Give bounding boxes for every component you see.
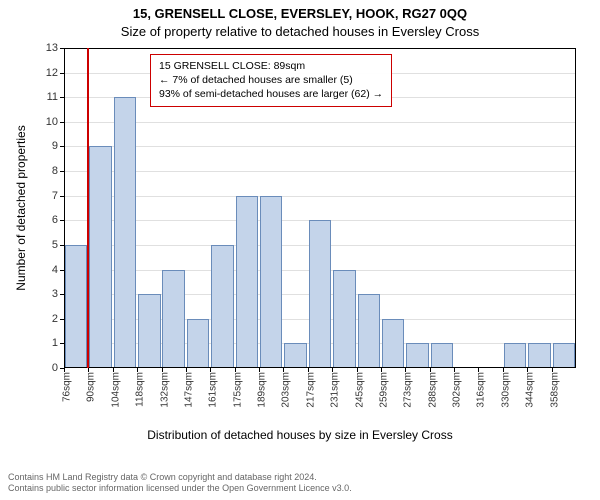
footer-line2: Contains public sector information licen… bbox=[8, 483, 592, 494]
x-tick-label: 90sqm bbox=[86, 372, 97, 402]
histogram-bar bbox=[528, 343, 550, 368]
histogram-bar bbox=[431, 343, 453, 368]
x-tick-label: 203sqm bbox=[281, 372, 292, 408]
x-tick-label: 302sqm bbox=[452, 372, 463, 408]
histogram-bar bbox=[211, 245, 233, 368]
y-axis-label: Number of detached properties bbox=[14, 125, 28, 290]
y-axis-line bbox=[64, 48, 65, 368]
gridline bbox=[64, 196, 576, 197]
x-tick-label: 259sqm bbox=[378, 372, 389, 408]
histogram-bar bbox=[260, 196, 282, 368]
property-size-chart: 15, GRENSELL CLOSE, EVERSLEY, HOOK, RG27… bbox=[0, 0, 600, 500]
chart-title-address: 15, GRENSELL CLOSE, EVERSLEY, HOOK, RG27… bbox=[0, 6, 600, 21]
y-tick-label: 8 bbox=[38, 165, 58, 177]
y-tick-label: 11 bbox=[38, 91, 58, 103]
y-tick-label: 4 bbox=[38, 264, 58, 276]
histogram-bar bbox=[333, 270, 355, 368]
histogram-bar bbox=[284, 343, 306, 368]
histogram-bar bbox=[236, 196, 258, 368]
histogram-bar bbox=[406, 343, 428, 368]
y-tick-label: 1 bbox=[38, 337, 58, 349]
x-tick-label: 161sqm bbox=[208, 372, 219, 408]
property-info-box: 15 GRENSELL CLOSE: 89sqm ← 7% of detache… bbox=[150, 54, 392, 107]
gridline bbox=[64, 122, 576, 123]
x-tick-label: 231sqm bbox=[330, 372, 341, 408]
histogram-bar bbox=[65, 245, 87, 368]
y-tick-label: 12 bbox=[38, 67, 58, 79]
info-smaller-pct: ← 7% of detached houses are smaller (5) bbox=[159, 73, 383, 87]
x-tick-label: 245sqm bbox=[354, 372, 365, 408]
right-border bbox=[575, 48, 576, 368]
footer-line1: Contains HM Land Registry data © Crown c… bbox=[8, 472, 592, 483]
x-tick-label: 344sqm bbox=[525, 372, 536, 408]
x-tick-label: 147sqm bbox=[183, 372, 194, 408]
plot-area: 15 GRENSELL CLOSE: 89sqm ← 7% of detache… bbox=[64, 48, 576, 368]
y-tick-label: 13 bbox=[38, 42, 58, 54]
info-larger-pct: 93% of semi-detached houses are larger (… bbox=[159, 87, 383, 101]
x-tick-label: 189sqm bbox=[257, 372, 268, 408]
x-tick-label: 316sqm bbox=[476, 372, 487, 408]
y-tick-label: 6 bbox=[38, 214, 58, 226]
x-tick-label: 273sqm bbox=[403, 372, 414, 408]
x-tick-label: 76sqm bbox=[62, 372, 73, 402]
histogram-bar bbox=[187, 319, 209, 368]
histogram-bar bbox=[89, 146, 111, 368]
histogram-bar bbox=[309, 220, 331, 368]
histogram-bar bbox=[382, 319, 404, 368]
x-tick-label: 118sqm bbox=[135, 372, 146, 407]
x-tick-label: 175sqm bbox=[232, 372, 243, 408]
y-tick-label: 7 bbox=[38, 190, 58, 202]
y-tick-label: 2 bbox=[38, 313, 58, 325]
info-property-size: 15 GRENSELL CLOSE: 89sqm bbox=[159, 59, 383, 73]
histogram-bar bbox=[504, 343, 526, 368]
x-tick-label: 358sqm bbox=[549, 372, 560, 408]
y-tick-label: 0 bbox=[38, 362, 58, 374]
gridline bbox=[64, 146, 576, 147]
histogram-bar bbox=[162, 270, 184, 368]
attribution-footer: Contains HM Land Registry data © Crown c… bbox=[8, 472, 592, 495]
histogram-bar bbox=[114, 97, 136, 368]
histogram-bar bbox=[358, 294, 380, 368]
x-axis-label: Distribution of detached houses by size … bbox=[0, 428, 600, 442]
y-tick-label: 9 bbox=[38, 140, 58, 152]
top-border bbox=[64, 48, 576, 49]
y-tick-label: 5 bbox=[38, 239, 58, 251]
x-axis-line bbox=[64, 367, 576, 368]
x-tick-label: 330sqm bbox=[500, 372, 511, 408]
chart-subtitle: Size of property relative to detached ho… bbox=[0, 24, 600, 39]
property-marker-line bbox=[87, 48, 89, 368]
y-tick-label: 10 bbox=[38, 116, 58, 128]
x-tick-label: 132sqm bbox=[159, 372, 170, 408]
gridline bbox=[64, 171, 576, 172]
y-tick-label: 3 bbox=[38, 288, 58, 300]
histogram-bar bbox=[138, 294, 160, 368]
histogram-bar bbox=[553, 343, 575, 368]
x-tick-label: 217sqm bbox=[305, 372, 316, 408]
x-tick-label: 104sqm bbox=[110, 372, 121, 408]
x-tick-label: 288sqm bbox=[427, 372, 438, 408]
